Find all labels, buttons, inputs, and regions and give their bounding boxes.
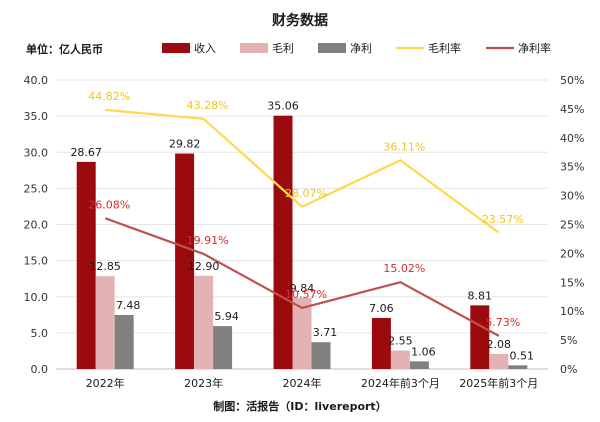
legend-swatch [318, 43, 346, 53]
bar-value-label: 28.67 [70, 146, 102, 159]
right-tick-label: 15% [560, 276, 584, 289]
bar-value-label: 0.51 [510, 349, 535, 362]
bar-毛利 [489, 353, 509, 369]
bar-净利 [508, 365, 528, 369]
legend-item: 毛利率 [396, 41, 461, 55]
chart-title: 财务数据 [271, 12, 328, 29]
bar-series [76, 115, 528, 369]
bar-毛利 [292, 297, 312, 369]
right-tick-label: 30% [560, 190, 584, 203]
legend-label: 收入 [194, 41, 216, 55]
bar-收入 [273, 115, 293, 369]
right-tick-label: 45% [560, 103, 584, 116]
line-value-label: 36.11% [383, 140, 425, 153]
line-value-label: 19.91% [187, 234, 229, 247]
category-label: 2024年 [283, 376, 322, 390]
left-axis-ticks: 0.0 5.0 10.0 15.0 20.0 25.0 30.0 35.0 40.0 [24, 74, 49, 376]
line-value-label: 23.57% [482, 213, 524, 226]
bar-value-label: 35.06 [267, 100, 299, 113]
bar-value-label: 7.06 [369, 302, 394, 315]
bar-value-label: 1.06 [411, 345, 436, 358]
right-tick-label: 20% [560, 247, 584, 260]
bar-value-label: 12.85 [89, 260, 121, 273]
right-tick-label: 5% [560, 334, 577, 347]
category-label: 2024年前3个月 [361, 376, 440, 390]
source-note: 制图：活报告（ID：livereport） [213, 399, 386, 413]
gridlines [56, 79, 548, 370]
bar-收入 [76, 161, 96, 369]
line-毛利率 [105, 108, 500, 234]
left-tick-label: 20.0 [24, 219, 49, 232]
data-labels: 28.67 29.82 35.06 7.06 8.81 12.85 12.90 9.84 2.5… [70, 90, 534, 362]
category-label: 2025年前3个月 [459, 376, 538, 390]
legend-swatch [240, 43, 268, 53]
bar-value-label: 2.55 [388, 335, 413, 348]
right-tick-label: 40% [560, 132, 584, 145]
line-value-label: 10.57% [285, 288, 327, 301]
bar-净利 [311, 342, 331, 369]
right-axis-ticks: 0% 5% 10% 15% 20% 25% 30% 35% 40% 45% 50% [560, 74, 584, 376]
bar-value-label: 2.08 [487, 338, 512, 351]
line-value-label: 26.08% [88, 198, 130, 211]
bar-value-label: 5.94 [214, 310, 239, 323]
category-labels: 2022年 2023年 2024年 2024年前3个月 2025年前3个月 [86, 376, 539, 390]
bar-value-label: 7.48 [116, 299, 141, 312]
left-tick-label: 25.0 [24, 182, 49, 195]
bar-value-label: 9.84 [290, 282, 315, 295]
legend-label: 毛利率 [428, 41, 461, 55]
line-value-label: 28.07% [285, 187, 327, 200]
left-tick-label: 15.0 [24, 255, 49, 268]
bar-毛利 [390, 350, 410, 369]
bar-收入 [470, 305, 490, 369]
right-tick-label: 10% [560, 305, 584, 318]
bar-value-label: 3.71 [313, 326, 338, 339]
bar-value-label: 12.90 [188, 260, 220, 273]
right-tick-label: 35% [560, 161, 584, 174]
bar-净利 [409, 361, 429, 369]
left-tick-label: 5.0 [31, 327, 49, 340]
line-value-label: 43.28% [187, 99, 229, 112]
category-label: 2023年 [184, 376, 223, 390]
bar-value-label: 29.82 [169, 138, 201, 151]
legend-item: 净利 [318, 41, 372, 55]
line-series [104, 108, 500, 337]
left-tick-label: 35.0 [24, 110, 49, 123]
legend-item: 收入 [162, 41, 216, 55]
line-value-label: 15.02% [383, 262, 425, 275]
legend-label: 毛利 [272, 42, 294, 55]
unit-label: 单位：亿人民币 [26, 42, 103, 56]
bar-value-label: 8.81 [468, 289, 493, 302]
bar-收入 [175, 153, 195, 369]
bar-净利 [213, 326, 233, 369]
bar-毛利 [194, 275, 214, 369]
line-value-label: 44.82% [88, 90, 130, 103]
legend-label: 净利率 [518, 41, 551, 55]
legend-item: 净利率 [486, 41, 551, 55]
category-label: 2022年 [86, 376, 125, 390]
bar-毛利 [95, 276, 115, 369]
left-tick-label: 10.0 [24, 291, 49, 304]
left-tick-label: 40.0 [24, 74, 49, 87]
bar-净利 [114, 314, 134, 369]
legend-item: 毛利 [240, 42, 294, 55]
left-tick-label: 0.0 [31, 363, 49, 376]
right-tick-label: 0% [560, 363, 577, 376]
left-tick-label: 30.0 [24, 146, 49, 159]
line-value-label: 5.73% [485, 316, 520, 329]
legend-swatch [162, 43, 190, 53]
right-tick-label: 50% [560, 74, 584, 87]
legend-label: 净利 [350, 41, 372, 55]
bar-收入 [371, 317, 391, 369]
chart-legend: 收入 毛利 净利 毛利率 净利率 [162, 41, 551, 55]
right-tick-label: 25% [560, 219, 584, 232]
